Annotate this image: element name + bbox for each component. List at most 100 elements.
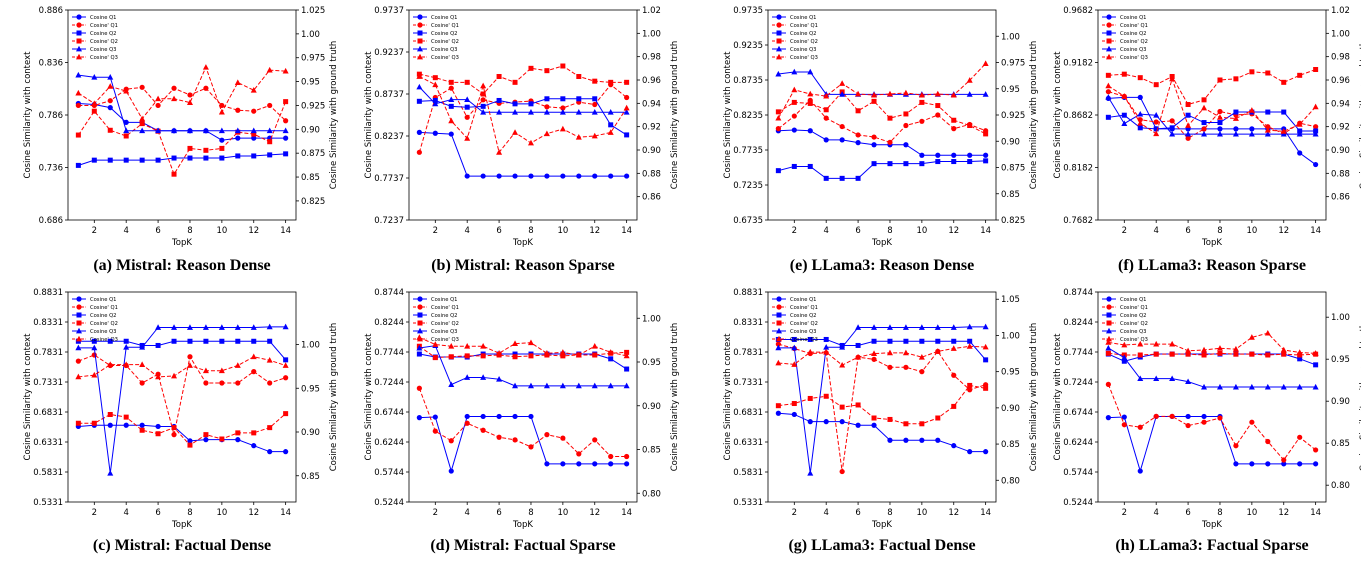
y-right-tick-label: 0.90: [1331, 397, 1350, 407]
data-point: [107, 74, 114, 80]
legend-label: Cosine' Q3: [1120, 55, 1148, 61]
data-point: [624, 173, 630, 179]
data-point: [823, 393, 829, 399]
data-point: [624, 366, 630, 372]
x-tick-label: 4: [823, 508, 828, 518]
data-point: [902, 89, 909, 96]
data-point: [432, 428, 438, 434]
data-point: [855, 108, 861, 114]
data-point: [839, 137, 845, 143]
data-point: [1281, 351, 1287, 357]
data-point: [775, 410, 781, 416]
data-point: [1216, 345, 1223, 351]
data-point: [1248, 130, 1255, 137]
data-point: [203, 338, 209, 344]
data-point: [171, 171, 177, 177]
data-point: [919, 99, 925, 105]
data-point: [123, 127, 130, 134]
data-point: [903, 437, 909, 443]
data-point: [75, 358, 81, 364]
data-point: [776, 45, 782, 52]
data-point: [823, 336, 829, 342]
data-point: [903, 122, 909, 129]
data-point: [1169, 351, 1175, 357]
data-point: [1105, 350, 1111, 356]
data-point: [871, 356, 877, 362]
data-point: [1265, 438, 1271, 445]
series-line: [78, 354, 286, 435]
y-right-tick-label: 0.90: [642, 146, 661, 156]
data-point: [417, 312, 423, 318]
data-point: [1296, 121, 1303, 127]
data-point: [496, 109, 503, 115]
data-point: [776, 53, 782, 60]
data-point: [171, 85, 177, 91]
data-point: [480, 82, 487, 89]
x-axis-label: TopK: [171, 238, 192, 248]
series-cosine-q1: [75, 100, 289, 143]
y-left-tick-label: 0.8682: [1063, 111, 1093, 121]
y-right-tick-label: 0.95: [642, 358, 661, 368]
data-point: [219, 338, 225, 344]
data-point: [234, 79, 241, 85]
data-point: [1201, 413, 1207, 420]
chart-panel: 2 4 6 8 10 12 14 0.5244 0.5744 0.6244 0.6744 0.7244…: [1053, 288, 1361, 554]
chart-caption: (f) LLama3: Reason Sparse: [1118, 257, 1306, 274]
data-point: [282, 127, 289, 134]
data-point: [1105, 94, 1112, 100]
data-point: [887, 115, 893, 121]
y-right-tick-label: 0.85: [301, 173, 320, 183]
data-point: [1185, 112, 1191, 118]
data-point: [624, 132, 630, 138]
data-point: [203, 432, 209, 438]
y-left-tick-label: 0.8244: [1063, 318, 1093, 328]
legend-label: Cosine Q1: [790, 297, 816, 303]
legend-label: Cosine' Q1: [1120, 305, 1148, 311]
data-point: [1185, 347, 1192, 354]
data-point: [807, 90, 814, 97]
data-point: [839, 404, 845, 410]
data-point: [283, 99, 289, 105]
data-point: [1153, 340, 1160, 347]
data-point: [1201, 126, 1207, 132]
data-point: [871, 350, 878, 356]
data-point: [480, 173, 486, 179]
data-point: [1106, 53, 1112, 60]
data-point: [76, 38, 82, 44]
data-point: [480, 109, 487, 115]
data-point: [1281, 109, 1287, 115]
data-point: [775, 403, 781, 409]
data-point: [919, 118, 925, 124]
y-left-axis-label: Cosine Similarity with context: [23, 51, 33, 179]
data-point: [417, 45, 423, 52]
data-point: [480, 374, 487, 380]
data-point: [107, 422, 113, 428]
legend-label: Cosine' Q3: [790, 337, 818, 343]
series-line: [1108, 332, 1316, 354]
data-point: [187, 438, 193, 444]
series-line: [78, 74, 286, 132]
data-point: [139, 344, 146, 350]
data-point: [76, 327, 82, 334]
data-point: [267, 338, 273, 344]
data-point: [623, 109, 630, 115]
series-cosine-q1: [416, 385, 630, 460]
y-left-tick-label: 0.6744: [374, 408, 404, 418]
x-tick-label: 14: [621, 508, 632, 518]
data-point: [1137, 75, 1143, 81]
x-tick-label: 12: [589, 508, 600, 518]
data-point: [967, 123, 973, 128]
data-point: [1313, 461, 1319, 467]
chart-panel: 2 4 6 8 10 12 14 0.5244 0.5744 0.6244 0.6744 0.7244…: [364, 288, 680, 554]
data-point: [935, 152, 941, 158]
y-right-tick-label: 0.875: [301, 149, 325, 159]
data-point: [1312, 103, 1319, 110]
data-point: [823, 107, 829, 113]
legend-label: Cosine Q3: [431, 47, 457, 53]
data-point: [776, 30, 782, 36]
data-point: [559, 382, 566, 389]
y-left-axis-label: Cosine Similarity with context: [1053, 51, 1063, 179]
data-point: [266, 127, 273, 134]
legend: Cosine Q1 Cosine' Q1 Cosine Q2 Cosine' Q2 Co…: [1102, 296, 1148, 343]
data-point: [823, 344, 830, 350]
